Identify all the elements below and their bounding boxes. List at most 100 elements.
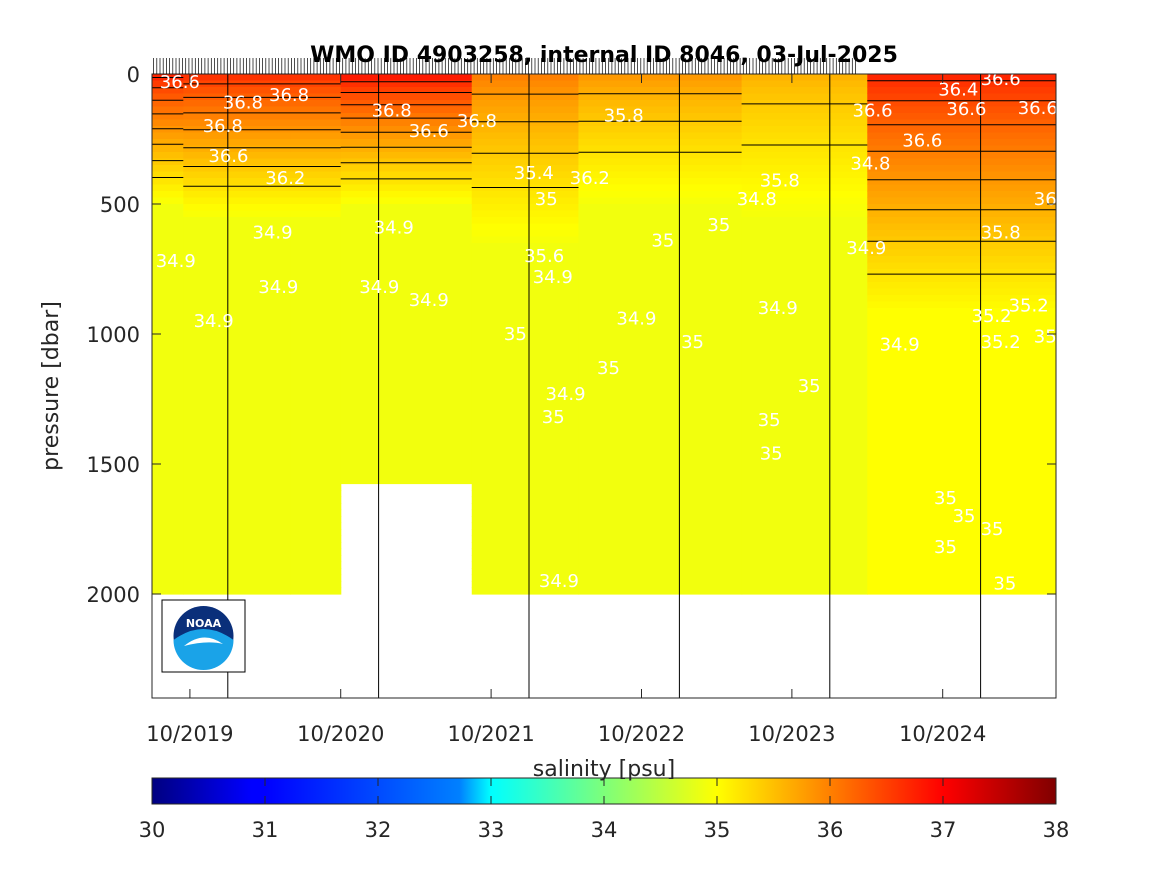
contour-label: 35 [542, 407, 565, 428]
plot-frame [151, 73, 1057, 699]
salinity-band [183, 74, 292, 82]
salinity-band [183, 379, 292, 387]
salinity-band [471, 80, 580, 88]
salinity-band [340, 223, 473, 231]
salinity-band [152, 191, 184, 199]
salinity-band [867, 269, 1056, 277]
salinity-band [152, 548, 184, 556]
salinity-band [578, 516, 743, 524]
colorbar-tick-label: 30 [139, 818, 166, 842]
salinity-band [471, 470, 580, 478]
salinity-band [340, 87, 473, 95]
salinity-band [152, 93, 184, 101]
contour-label: 35 [681, 332, 704, 353]
salinity-band [152, 561, 184, 569]
contour-label: 36.6 [902, 130, 942, 151]
contour-label: 34.9 [409, 290, 449, 311]
salinity-band [578, 451, 743, 459]
salinity-band [741, 360, 868, 368]
salinity-band [152, 327, 184, 335]
salinity-band [741, 327, 868, 335]
salinity-band [578, 568, 743, 576]
salinity-band [290, 275, 342, 283]
salinity-band [867, 561, 1056, 569]
salinity-band [867, 366, 1056, 374]
salinity-band [741, 470, 868, 478]
salinity-band [578, 282, 743, 290]
salinity-band [578, 80, 743, 88]
salinity-band [741, 386, 868, 394]
salinity-band [183, 399, 292, 407]
salinity-band [183, 425, 292, 433]
salinity-band [152, 503, 184, 511]
salinity-band [741, 295, 868, 303]
salinity-band [340, 477, 473, 485]
salinity-band [578, 269, 743, 277]
salinity-band [741, 561, 868, 569]
salinity-band [340, 236, 473, 244]
salinity-band [290, 295, 342, 303]
contour-label: 36.8 [372, 100, 412, 121]
salinity-band [290, 269, 342, 277]
salinity-band [290, 529, 342, 537]
salinity-band [867, 152, 1056, 160]
salinity-band [152, 425, 184, 433]
salinity-band [340, 217, 473, 225]
salinity-band [578, 373, 743, 381]
salinity-band [340, 262, 473, 270]
contour-label: 35.8 [760, 171, 800, 192]
salinity-band [471, 561, 580, 569]
salinity-band [183, 522, 292, 530]
salinity-band [578, 542, 743, 550]
salinity-band [867, 132, 1056, 140]
salinity-band [290, 347, 342, 355]
colorbar-tick-label: 34 [591, 818, 618, 842]
contour-label: 36.4 [938, 80, 978, 101]
salinity-band [578, 243, 743, 251]
salinity-band [867, 535, 1056, 543]
salinity-band [290, 587, 342, 595]
salinity-band [471, 243, 580, 251]
contour-label: 35 [934, 488, 957, 509]
salinity-band [340, 269, 473, 277]
salinity-band [183, 106, 292, 114]
contour-label: 36.6 [160, 72, 200, 93]
salinity-band [290, 327, 342, 335]
salinity-band [867, 327, 1056, 335]
salinity-band [471, 249, 580, 257]
salinity-band [471, 282, 580, 290]
salinity-band [152, 243, 184, 251]
salinity-band [578, 379, 743, 387]
salinity-band [183, 555, 292, 563]
salinity-band [867, 204, 1056, 212]
contour-line [152, 96, 1056, 126]
contour-line [152, 93, 1056, 181]
salinity-band [152, 366, 184, 374]
salinity-band [290, 262, 342, 270]
salinity-band [741, 425, 868, 433]
salinity-band [471, 334, 580, 342]
salinity-band [152, 379, 184, 387]
salinity-band [741, 496, 868, 504]
salinity-band [578, 509, 743, 517]
salinity-band [340, 308, 473, 316]
salinity-band [741, 373, 868, 381]
salinity-band [578, 106, 743, 114]
salinity-band [578, 444, 743, 452]
salinity-band [340, 184, 473, 192]
salinity-band [183, 535, 292, 543]
salinity-band [741, 321, 868, 329]
salinity-band [183, 171, 292, 179]
salinity-band [867, 139, 1056, 147]
salinity-band [578, 405, 743, 413]
salinity-band [578, 210, 743, 218]
colorbar-ticks: 30 31 32 33 34 35 36 37 38 [139, 778, 1069, 842]
salinity-band [471, 340, 580, 348]
salinity-band [290, 522, 342, 530]
salinity-band [578, 483, 743, 491]
y-tick-label: 1000 [87, 323, 140, 347]
salinity-band [340, 152, 473, 160]
salinity-band [867, 379, 1056, 387]
salinity-band [741, 204, 868, 212]
salinity-band [867, 360, 1056, 368]
